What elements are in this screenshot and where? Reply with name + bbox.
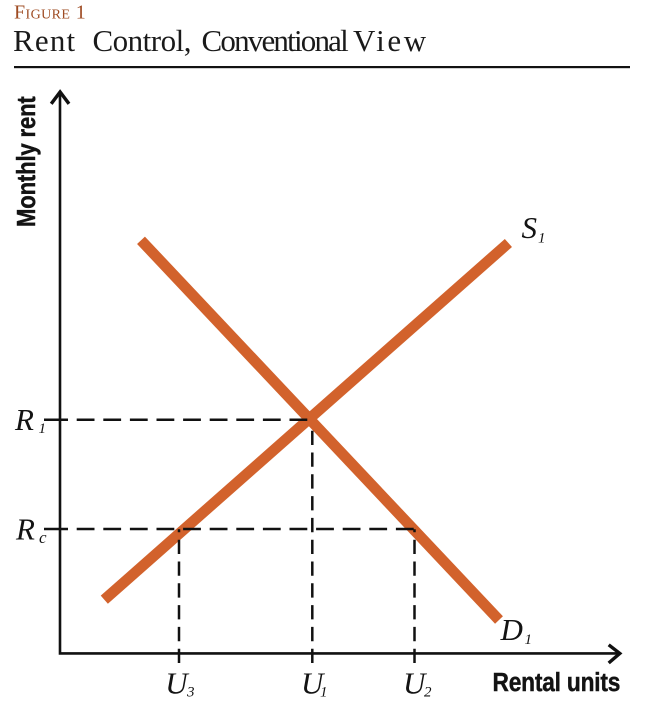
- svg-text:1: 1: [525, 632, 533, 648]
- svg-text:2: 2: [424, 685, 432, 701]
- svg-text:D: D: [500, 612, 523, 647]
- svg-text:3: 3: [186, 685, 195, 701]
- svg-text:1: 1: [538, 231, 546, 247]
- svg-text:U: U: [403, 665, 428, 700]
- svg-text:c: c: [39, 528, 47, 547]
- svg-text:View: View: [353, 23, 429, 58]
- svg-text:Rent: Rent: [13, 23, 76, 58]
- svg-text:U: U: [301, 665, 326, 700]
- svg-text:R: R: [14, 402, 34, 437]
- svg-text:U: U: [165, 665, 190, 700]
- svg-text:1: 1: [320, 685, 328, 701]
- svg-text:Monthly rent: Monthly rent: [12, 96, 41, 227]
- svg-text:Control,: Control,: [93, 23, 191, 58]
- svg-text:Conventional: Conventional: [202, 23, 349, 58]
- svg-text:1: 1: [39, 421, 47, 437]
- svg-text:S: S: [522, 210, 538, 245]
- svg-text:Rental units: Rental units: [493, 669, 621, 698]
- svg-text:Figure 1: Figure 1: [14, 1, 86, 23]
- svg-text:R: R: [15, 512, 35, 547]
